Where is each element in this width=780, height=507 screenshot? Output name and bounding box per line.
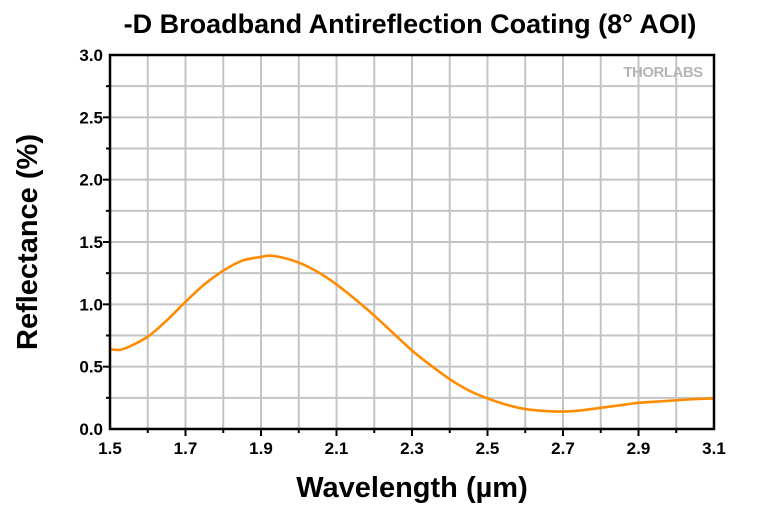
x-tick-label: 2.9 [627, 439, 651, 458]
x-tick-label: 2.7 [551, 439, 575, 458]
y-tick-label: 0.5 [79, 358, 103, 377]
y-tick-label: 2.0 [79, 171, 103, 190]
y-tick-label: 1.0 [79, 295, 103, 314]
x-tick-label: 3.1 [702, 439, 726, 458]
x-tick-label: 2.3 [400, 439, 424, 458]
x-tick-label: 2.1 [325, 439, 349, 458]
y-tick-label: 1.5 [79, 233, 103, 252]
x-tick-label: 1.9 [249, 439, 273, 458]
x-tick-label: 1.7 [174, 439, 198, 458]
x-tick-label: 2.5 [476, 439, 500, 458]
chart-title: -D Broadband Antireflection Coating (8° … [124, 9, 697, 39]
y-axis-label: Reflectance (%) [12, 134, 44, 350]
x-axis-label: Wavelength (µm) [296, 472, 528, 504]
grid [110, 55, 714, 429]
axis-ticks: 1.5 1.7 1.9 2.1 2.3 2.5 2.7 2.9 3.1 0.0 0.5 1.0 1.5 2… [79, 46, 725, 458]
x-tick-label: 1.5 [98, 439, 122, 458]
logo-text: THORLABS [623, 64, 703, 81]
thorlabs-logo: THORLABS [623, 64, 703, 81]
y-tick-label: 2.5 [79, 108, 103, 127]
y-tick-label: 3.0 [79, 46, 103, 65]
y-tick-label: 0.0 [79, 420, 103, 439]
series-line [109, 254, 715, 413]
